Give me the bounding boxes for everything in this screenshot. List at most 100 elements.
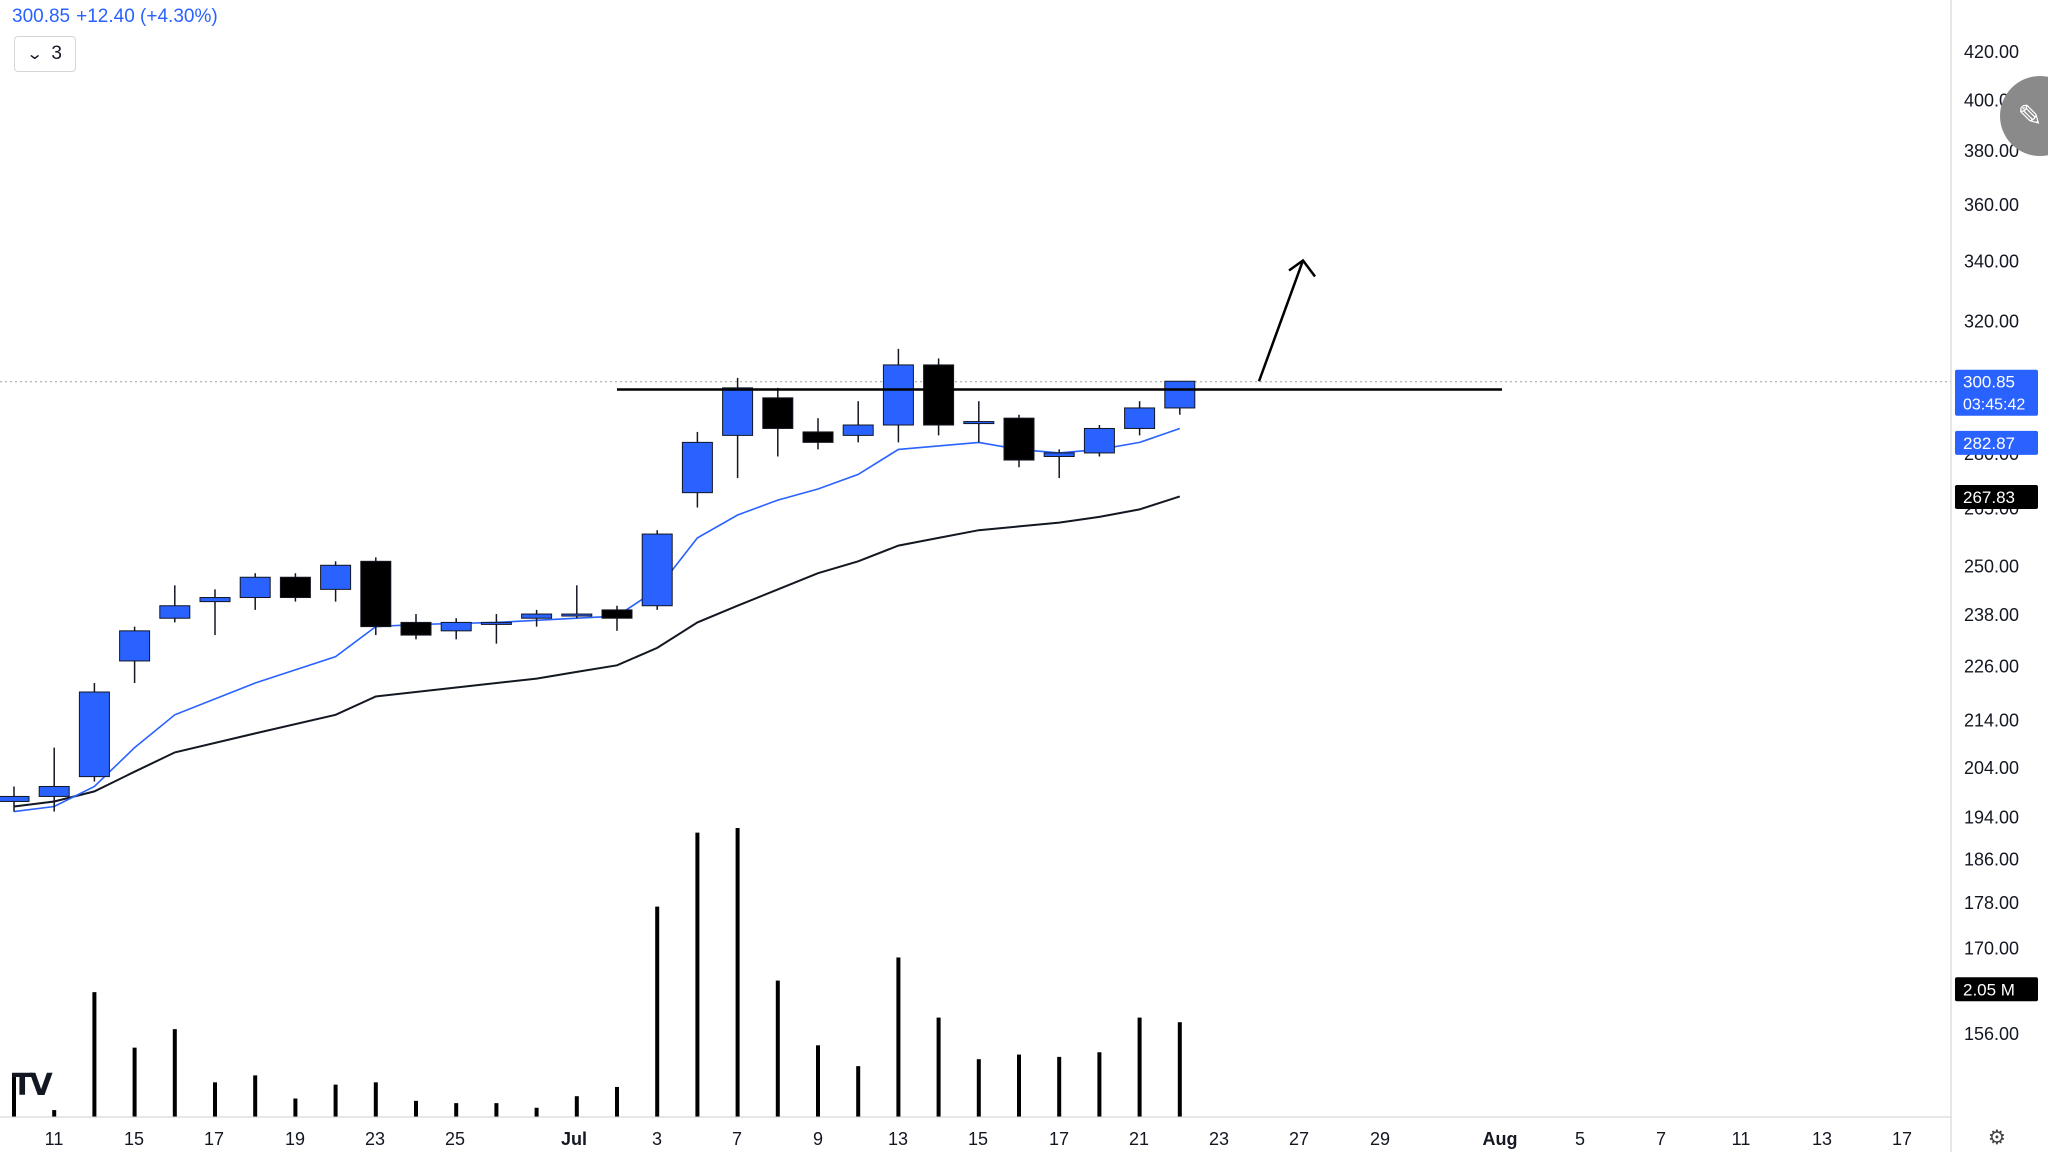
volume-bar (655, 906, 660, 1117)
arrow-head (1288, 258, 1316, 278)
y-tick-label: 156.00 (1964, 1024, 2019, 1044)
volume-bar (1057, 1056, 1062, 1117)
x-tick-label: 17 (1892, 1129, 1912, 1149)
x-tick-label: 29 (1370, 1129, 1390, 1149)
volume-bar (775, 980, 780, 1117)
candle-up (641, 533, 673, 607)
x-tick-label: Aug (1483, 1129, 1518, 1149)
candle-up (681, 441, 713, 494)
candle-up (722, 387, 754, 436)
candle-up (521, 613, 553, 619)
y-tick-label: 420.00 (1964, 42, 2019, 62)
y-tick-label: 380.00 (1964, 141, 2019, 161)
volume-bar (816, 1045, 820, 1117)
x-tick-label: 23 (365, 1129, 385, 1149)
x-tick-label: 17 (1049, 1129, 1069, 1149)
y-tick-label: 238.00 (1964, 605, 2019, 625)
volume-bar (1177, 1022, 1182, 1117)
ma-fast-line (13, 427, 1181, 813)
x-tick-label: Jul (561, 1129, 587, 1149)
volume-bar (132, 1047, 137, 1117)
volume-bar (494, 1103, 499, 1117)
interval-value: 3 (51, 43, 62, 64)
candle-up (119, 630, 151, 662)
axis-tag-last-price (1955, 369, 2038, 416)
volume-bar (172, 1029, 177, 1117)
x-tick-label: 19 (285, 1129, 305, 1149)
volume-bar (92, 992, 97, 1117)
candle-down (1003, 417, 1035, 461)
x-tick-label: 15 (968, 1129, 988, 1149)
volume-bar (896, 957, 901, 1117)
price-legend: 300.85 +12.40 (+4.30%) (12, 6, 224, 28)
volume-bar (293, 1098, 298, 1117)
volume-bar (936, 1017, 941, 1117)
volume-bar (735, 828, 740, 1117)
candle-up (1124, 407, 1156, 429)
tradingview-logo-icon: TV (12, 1068, 53, 1103)
y-tick-label: 214.00 (1964, 710, 2019, 730)
axis-tag-countdown: 03:45:42 (1963, 397, 2025, 414)
candle-up (0, 795, 30, 802)
volume-bar (534, 1107, 539, 1117)
legend-change: +12.40 (+4.30%) (76, 6, 218, 27)
candle-up (199, 597, 231, 603)
settings-gear-icon[interactable]: ⚙ (1988, 1127, 2006, 1149)
x-tick-label: 9 (813, 1129, 823, 1149)
volume-bar (976, 1059, 981, 1117)
candle-up (963, 421, 995, 425)
volume-bar (615, 1086, 619, 1117)
axis-tag-ma-fast (1955, 430, 2038, 455)
y-tick-label: 250.00 (1964, 556, 2019, 576)
x-tick-label: 17 (204, 1129, 224, 1149)
candle-up (38, 785, 70, 797)
x-tick-label: 27 (1289, 1129, 1309, 1149)
candle-down (923, 364, 955, 426)
candle-up (480, 621, 512, 625)
x-tick-label: 25 (445, 1129, 465, 1149)
volume-bar (333, 1084, 338, 1117)
y-tick-label: 186.00 (1964, 849, 2019, 869)
volume-bar (213, 1082, 217, 1117)
candle-down (400, 621, 432, 636)
axis-tag-value: 267.83 (1963, 488, 2015, 507)
volume-bar (454, 1103, 459, 1117)
candle-up (239, 576, 271, 599)
candle-up (561, 613, 593, 617)
volume-bar (1017, 1054, 1021, 1117)
x-tick-label: 15 (124, 1129, 144, 1149)
x-tick-label: 7 (1656, 1129, 1666, 1149)
y-tick-label: 340.00 (1964, 251, 2019, 271)
y-tick-label: 204.00 (1964, 758, 2019, 778)
ma-slow-line (13, 495, 1181, 808)
y-tick-label: 360.00 (1964, 195, 2019, 215)
candle-up (882, 364, 914, 426)
axis-tag-volume (1955, 977, 2038, 1002)
candle-down (360, 560, 392, 628)
volume-bar (52, 1110, 57, 1117)
candle-up (1043, 452, 1075, 457)
legend-price: 300.85 (12, 6, 71, 27)
axis-tag-ma-slow (1955, 484, 2038, 509)
y-tick-label: 178.00 (1964, 893, 2019, 913)
x-tick-label: 21 (1129, 1129, 1149, 1149)
candle-up (842, 424, 874, 436)
volume-bar (695, 832, 700, 1117)
candle-down (601, 609, 633, 619)
axis-tag-value: 2.05 M (1963, 980, 2015, 999)
volume-bar (1097, 1052, 1102, 1117)
x-tick-label: 13 (1812, 1129, 1832, 1149)
pencil-icon: ✎ (2017, 99, 2043, 133)
x-tick-label: 5 (1575, 1129, 1585, 1149)
y-tick-label: 170.00 (1964, 939, 2019, 959)
y-tick-label: 320.00 (1964, 312, 2019, 332)
breakout-arrow[interactable] (1257, 260, 1305, 382)
volume-bar (856, 1066, 861, 1117)
volume-bar (253, 1075, 258, 1117)
y-tick-label: 226.00 (1964, 656, 2019, 676)
x-tick-label: 23 (1209, 1129, 1229, 1149)
candle-down (802, 431, 834, 443)
candle-up (78, 691, 110, 778)
interval-dropdown-button[interactable]: ⌄ 3 (14, 36, 76, 72)
